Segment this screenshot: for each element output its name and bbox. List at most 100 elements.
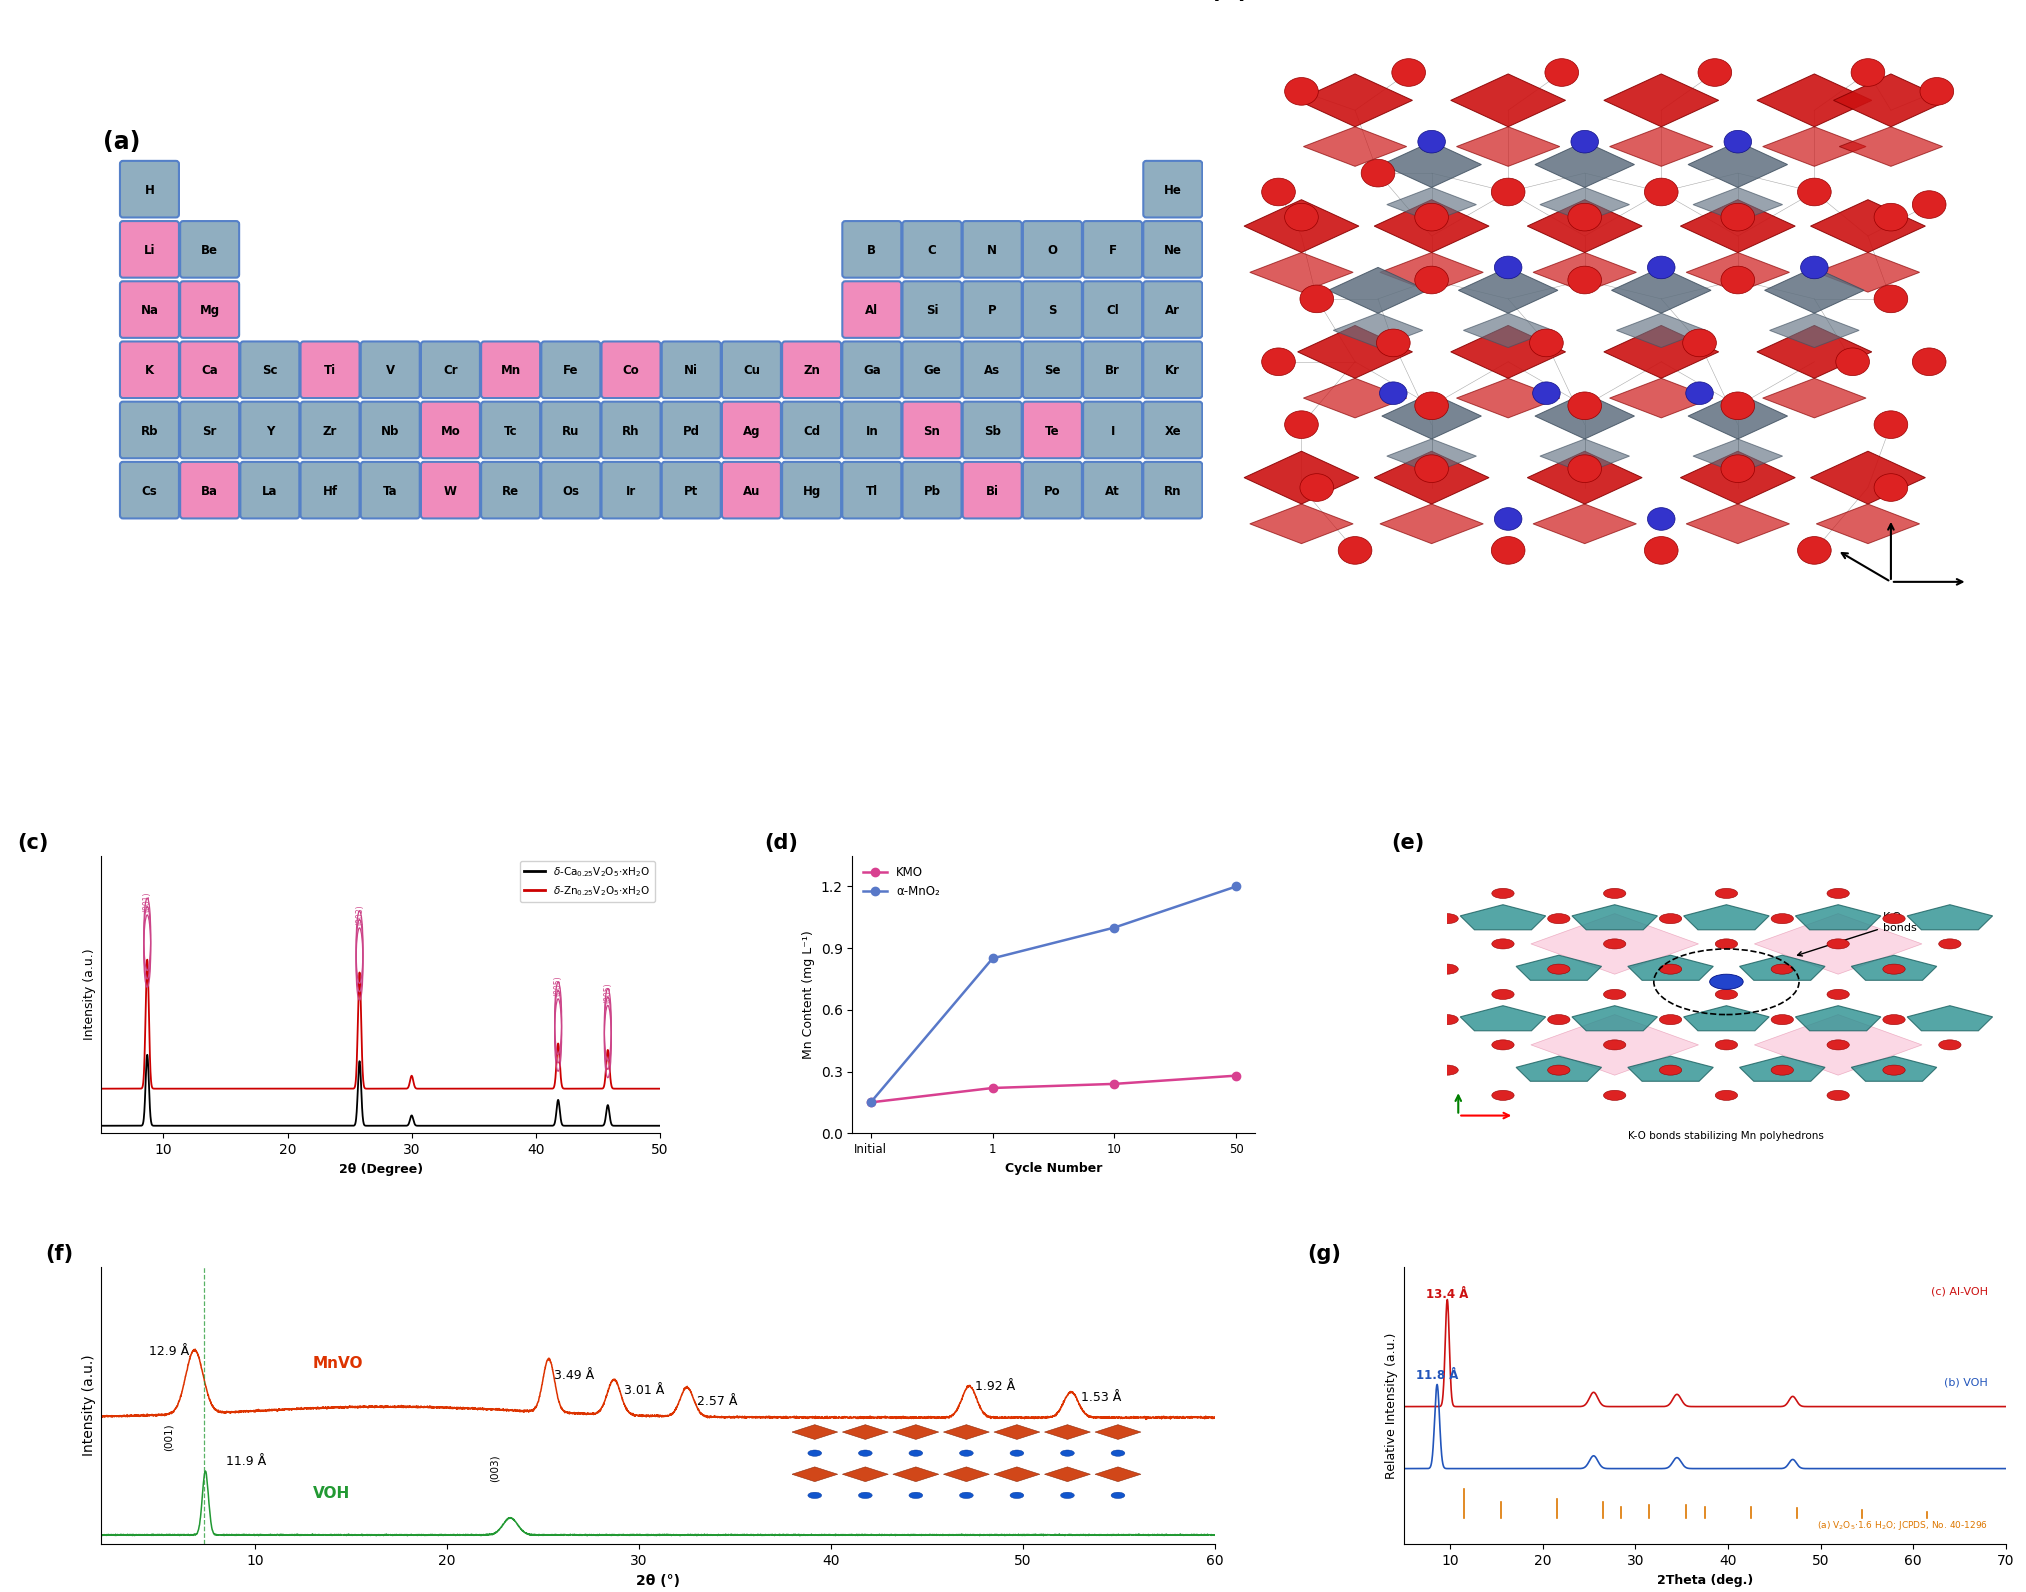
Polygon shape bbox=[1244, 451, 1359, 505]
Text: Ag: Ag bbox=[744, 425, 760, 438]
Circle shape bbox=[1414, 455, 1449, 482]
FancyBboxPatch shape bbox=[663, 401, 721, 458]
Text: At: At bbox=[1106, 486, 1120, 498]
Text: 1.92 Å: 1.92 Å bbox=[975, 1380, 1015, 1393]
Polygon shape bbox=[1540, 439, 1629, 473]
Text: MnVO: MnVO bbox=[312, 1356, 363, 1371]
FancyBboxPatch shape bbox=[721, 401, 780, 458]
FancyBboxPatch shape bbox=[1084, 462, 1143, 519]
Circle shape bbox=[1801, 256, 1827, 279]
Circle shape bbox=[1939, 1040, 1961, 1051]
Text: Nb: Nb bbox=[381, 425, 399, 438]
FancyBboxPatch shape bbox=[962, 282, 1021, 338]
FancyBboxPatch shape bbox=[902, 401, 962, 458]
α-MnO₂ bbox=[859, 1092, 883, 1111]
Circle shape bbox=[1882, 1065, 1904, 1075]
FancyBboxPatch shape bbox=[480, 341, 541, 398]
FancyBboxPatch shape bbox=[602, 401, 660, 458]
Circle shape bbox=[1548, 1065, 1570, 1075]
Circle shape bbox=[1339, 537, 1372, 564]
Circle shape bbox=[1414, 392, 1449, 420]
Polygon shape bbox=[1815, 253, 1919, 291]
Polygon shape bbox=[1515, 955, 1603, 981]
Text: (c): (c) bbox=[18, 833, 49, 853]
Polygon shape bbox=[1688, 142, 1787, 188]
Polygon shape bbox=[1684, 1006, 1769, 1030]
FancyBboxPatch shape bbox=[843, 401, 902, 458]
FancyBboxPatch shape bbox=[361, 341, 419, 398]
Circle shape bbox=[1570, 131, 1599, 153]
Circle shape bbox=[1716, 1040, 1738, 1051]
FancyBboxPatch shape bbox=[180, 221, 239, 277]
FancyBboxPatch shape bbox=[1143, 221, 1201, 277]
FancyBboxPatch shape bbox=[541, 462, 600, 519]
Text: Rb: Rb bbox=[140, 425, 158, 438]
Text: 12.9 Å: 12.9 Å bbox=[150, 1345, 190, 1358]
Text: Rh: Rh bbox=[622, 425, 640, 438]
Circle shape bbox=[1262, 349, 1295, 376]
Text: Ni: Ni bbox=[685, 365, 699, 377]
FancyBboxPatch shape bbox=[180, 282, 239, 338]
Circle shape bbox=[1436, 1065, 1459, 1075]
Text: 11.8 Å: 11.8 Å bbox=[1416, 1369, 1459, 1382]
KMO bbox=[859, 1092, 883, 1111]
Text: Hg: Hg bbox=[802, 486, 821, 498]
Text: Po: Po bbox=[1043, 486, 1062, 498]
Polygon shape bbox=[1680, 199, 1795, 253]
FancyBboxPatch shape bbox=[300, 401, 359, 458]
FancyBboxPatch shape bbox=[843, 282, 902, 338]
Text: Ga: Ga bbox=[863, 365, 881, 377]
Text: Mn: Mn bbox=[500, 365, 521, 377]
Legend: KMO, α-MnO₂: KMO, α-MnO₂ bbox=[859, 861, 944, 903]
Circle shape bbox=[1284, 411, 1319, 438]
Text: Sr: Sr bbox=[203, 425, 217, 438]
FancyBboxPatch shape bbox=[241, 341, 300, 398]
Circle shape bbox=[1659, 914, 1682, 923]
FancyBboxPatch shape bbox=[721, 462, 780, 519]
Circle shape bbox=[1716, 989, 1738, 1000]
Polygon shape bbox=[1380, 253, 1483, 291]
Text: Kr: Kr bbox=[1165, 365, 1181, 377]
Text: Fe: Fe bbox=[563, 365, 579, 377]
Text: (e): (e) bbox=[1392, 833, 1424, 853]
X-axis label: 2θ (°): 2θ (°) bbox=[636, 1573, 681, 1587]
Circle shape bbox=[1491, 1091, 1513, 1100]
Text: Ru: Ru bbox=[561, 425, 579, 438]
Circle shape bbox=[1827, 939, 1850, 949]
Circle shape bbox=[1716, 888, 1738, 898]
Polygon shape bbox=[1627, 1055, 1714, 1081]
FancyBboxPatch shape bbox=[1023, 341, 1082, 398]
X-axis label: 2Theta (deg.): 2Theta (deg.) bbox=[1657, 1573, 1752, 1587]
Polygon shape bbox=[1680, 451, 1795, 505]
Circle shape bbox=[1548, 914, 1570, 923]
FancyBboxPatch shape bbox=[361, 462, 419, 519]
Circle shape bbox=[1546, 59, 1578, 86]
Text: Au: Au bbox=[744, 486, 760, 498]
Circle shape bbox=[1603, 989, 1627, 1000]
Polygon shape bbox=[1534, 505, 1637, 543]
Y-axis label: Relative Intensity (a.u.): Relative Intensity (a.u.) bbox=[1386, 1333, 1398, 1479]
Circle shape bbox=[1380, 382, 1408, 404]
Polygon shape bbox=[1250, 505, 1353, 543]
Circle shape bbox=[1710, 974, 1742, 989]
FancyBboxPatch shape bbox=[1143, 282, 1201, 338]
Text: K-O bonds stabilizing Mn polyhedrons: K-O bonds stabilizing Mn polyhedrons bbox=[1629, 1130, 1823, 1141]
Circle shape bbox=[1771, 965, 1793, 974]
Circle shape bbox=[1495, 256, 1522, 279]
FancyBboxPatch shape bbox=[663, 341, 721, 398]
Circle shape bbox=[1647, 508, 1676, 530]
Text: C: C bbox=[928, 244, 936, 256]
Circle shape bbox=[1568, 392, 1601, 420]
Circle shape bbox=[1659, 965, 1682, 974]
FancyBboxPatch shape bbox=[902, 341, 962, 398]
FancyBboxPatch shape bbox=[241, 462, 300, 519]
FancyBboxPatch shape bbox=[602, 341, 660, 398]
X-axis label: 2θ (Degree): 2θ (Degree) bbox=[338, 1162, 423, 1175]
Circle shape bbox=[1659, 1014, 1682, 1025]
Polygon shape bbox=[1906, 1006, 1994, 1030]
FancyBboxPatch shape bbox=[902, 462, 962, 519]
Polygon shape bbox=[1852, 955, 1937, 981]
FancyBboxPatch shape bbox=[241, 401, 300, 458]
Circle shape bbox=[1418, 131, 1445, 153]
FancyBboxPatch shape bbox=[1084, 341, 1143, 398]
